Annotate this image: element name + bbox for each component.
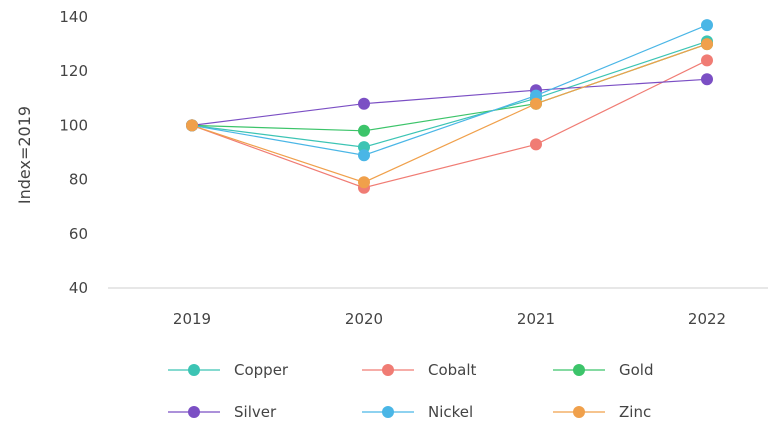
data-point-cobalt <box>530 138 542 151</box>
y-tick-label: 100 <box>59 116 88 134</box>
y-tick-label: 140 <box>59 8 88 26</box>
y-tick-label: 80 <box>69 171 88 189</box>
data-point-nickel <box>358 149 370 162</box>
legend-label-cobalt: Cobalt <box>428 361 477 379</box>
legend-item-cobalt: Cobalt <box>362 361 477 379</box>
x-tick-label: 2019 <box>173 310 211 328</box>
y-tick-labels: 40 60 80 100 120 140 <box>59 8 88 297</box>
y-axis-title: Index=2019 <box>15 106 34 204</box>
data-point-zinc <box>358 176 370 189</box>
legend-marker-copper <box>188 364 200 376</box>
legend-marker-zinc <box>573 406 585 418</box>
legend-item-copper: Copper <box>168 361 289 379</box>
series-points <box>186 19 713 194</box>
legend-marker-cobalt <box>382 364 394 376</box>
y-tick-label: 60 <box>69 225 88 243</box>
data-point-silver <box>358 97 370 110</box>
data-point-gold <box>358 124 370 137</box>
legend-item-gold: Gold <box>553 361 654 379</box>
legend-item-zinc: Zinc <box>553 403 651 421</box>
legend-marker-silver <box>188 406 200 418</box>
y-axis-title-group: Index=2019 <box>15 106 34 204</box>
y-tick-label: 120 <box>59 62 88 80</box>
data-point-cobalt <box>701 54 713 67</box>
x-tick-labels: 2019 2020 2021 2022 <box>173 310 726 328</box>
legend-label-copper: Copper <box>234 361 289 379</box>
legend-label-zinc: Zinc <box>619 403 651 421</box>
legend: Copper Cobalt Gold Silver Nickel Zinc <box>168 361 654 421</box>
data-point-zinc <box>530 97 542 110</box>
legend-item-silver: Silver <box>168 403 277 421</box>
data-point-zinc <box>186 119 198 132</box>
series-line-silver <box>191 78 708 126</box>
legend-label-gold: Gold <box>619 361 654 379</box>
x-tick-label: 2022 <box>688 310 726 328</box>
x-tick-label: 2020 <box>345 310 383 328</box>
series-line-zinc <box>191 43 708 183</box>
legend-label-silver: Silver <box>234 403 277 421</box>
series-line-nickel <box>191 24 708 156</box>
data-point-zinc <box>701 38 713 51</box>
y-tick-label: 40 <box>69 279 88 297</box>
data-point-nickel <box>701 19 713 32</box>
legend-marker-gold <box>573 364 585 376</box>
series-line-cobalt <box>191 59 708 189</box>
x-tick-label: 2021 <box>517 310 555 328</box>
legend-label-nickel: Nickel <box>428 403 473 421</box>
legend-item-nickel: Nickel <box>362 403 473 421</box>
series-line-copper <box>191 40 708 148</box>
series-lines <box>191 24 708 189</box>
legend-marker-nickel <box>382 406 394 418</box>
data-point-silver <box>701 73 713 86</box>
